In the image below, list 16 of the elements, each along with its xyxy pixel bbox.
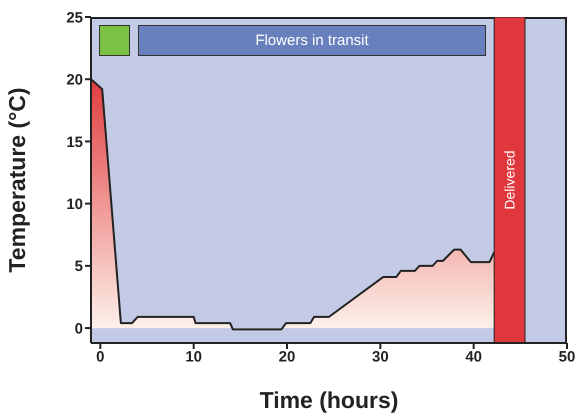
x-tick-label: 30 <box>372 348 389 366</box>
y-tick-label: 20 <box>66 72 83 89</box>
y-tick-label: 5 <box>74 258 83 276</box>
x-tick-label: 0 <box>96 348 105 366</box>
x-tick-label: 20 <box>278 348 296 366</box>
y-axis-title: Temperature (°C) <box>4 87 30 273</box>
y-tick-label: 25 <box>66 9 83 26</box>
y-tick-label: 0 <box>74 320 83 338</box>
y-tick-label: 10 <box>66 196 83 213</box>
x-axis-title: Time (hours) <box>260 387 398 413</box>
band-label: Delivered <box>502 150 518 210</box>
x-tick-label: 40 <box>465 348 482 366</box>
label-box: Flowers in transit <box>138 25 486 56</box>
x-tick-label: 10 <box>185 348 202 366</box>
x-tick-label: 50 <box>558 348 576 366</box>
y-tick-label: 15 <box>66 134 83 151</box>
